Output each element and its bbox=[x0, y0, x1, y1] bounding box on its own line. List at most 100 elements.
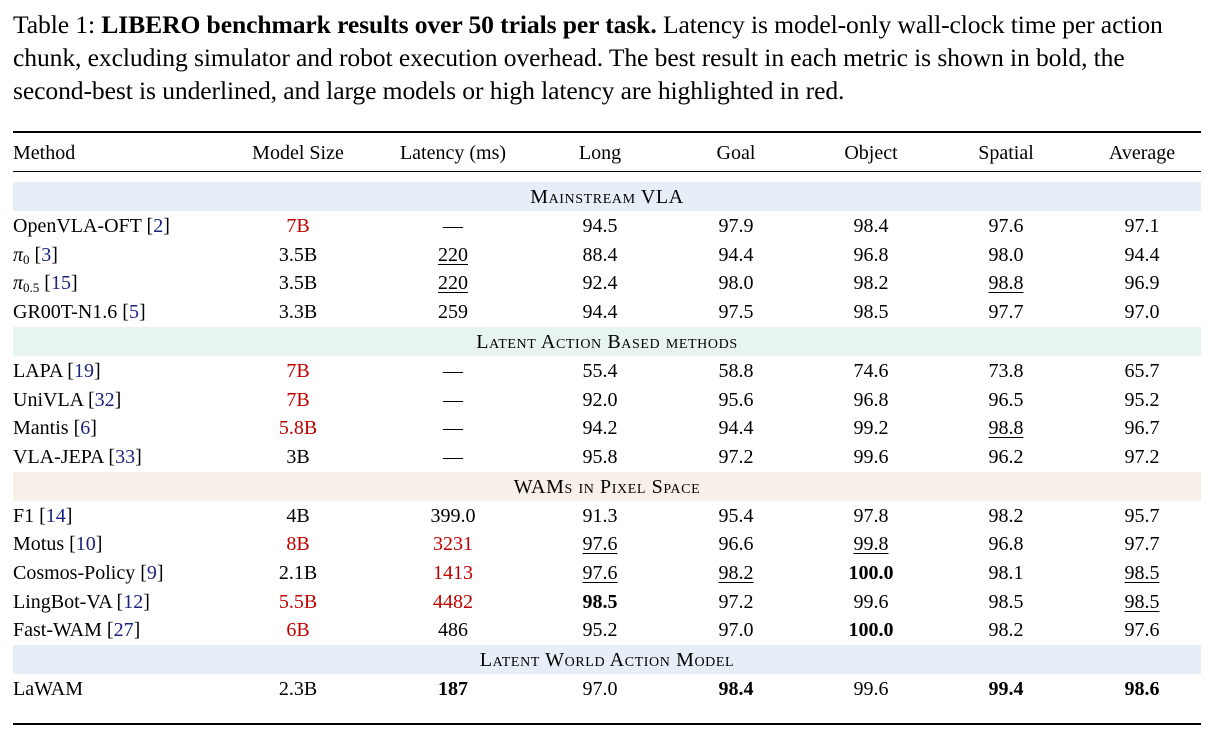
spatial-cell: 99.4 bbox=[988, 678, 1024, 701]
latency-cell: — bbox=[443, 417, 463, 440]
latency-cell: — bbox=[443, 388, 463, 411]
average-cell: 97.2 bbox=[1124, 445, 1160, 468]
spatial-cell: 98.2 bbox=[988, 504, 1024, 527]
column-header: Average bbox=[1108, 142, 1176, 164]
size-cell: 2.3B bbox=[278, 678, 318, 701]
average-cell: 98.6 bbox=[1124, 678, 1160, 701]
latency-cell: 220 bbox=[438, 243, 468, 266]
latency-cell: 399.0 bbox=[430, 504, 476, 527]
method-cell: Fast-WAM [27] bbox=[13, 619, 141, 642]
latency-cell: 4482 bbox=[433, 590, 473, 613]
citation-ref: 9 bbox=[146, 562, 157, 584]
method-cell: F1 [14] bbox=[13, 504, 73, 527]
method-cell: Cosmos-Policy [9] bbox=[13, 562, 164, 584]
goal-cell: 98.2 bbox=[718, 562, 754, 584]
object-cell: 96.8 bbox=[853, 243, 889, 266]
latency-cell: 3231 bbox=[433, 533, 473, 556]
latency-cell: — bbox=[443, 445, 463, 468]
section-band bbox=[13, 326, 1201, 356]
object-cell: 97.8 bbox=[853, 504, 889, 527]
average-cell: 96.9 bbox=[1124, 272, 1160, 295]
method-cell: GR00T-N1.6 [5] bbox=[13, 300, 146, 323]
spatial-cell: 98.5 bbox=[988, 590, 1024, 613]
spatial-cell: 73.8 bbox=[988, 359, 1024, 382]
method-name: UniVLA bbox=[13, 388, 83, 411]
table-rule-thick bbox=[13, 131, 1201, 133]
size-cell: 3.5B bbox=[278, 243, 318, 266]
object-cell: 74.6 bbox=[853, 359, 889, 382]
object-cell: 99.6 bbox=[853, 590, 889, 613]
method-name: LingBot-VA bbox=[13, 590, 112, 613]
method-name: Mantis bbox=[13, 417, 69, 440]
object-cell: 98.5 bbox=[853, 300, 889, 323]
method-cell: π0 [3] bbox=[13, 243, 58, 267]
citation-ref: 2 bbox=[153, 215, 164, 237]
column-header: Long bbox=[578, 142, 622, 164]
citation-ref: 10 bbox=[75, 533, 96, 556]
citation-ref: 14 bbox=[45, 504, 66, 527]
citation-ref: 27 bbox=[113, 619, 134, 642]
method-name: OpenVLA-OFT bbox=[13, 215, 142, 237]
method-cell: Motus [10] bbox=[13, 533, 103, 556]
object-cell: 99.6 bbox=[853, 445, 889, 468]
spatial-cell: 98.8 bbox=[988, 272, 1024, 295]
method-name: Motus bbox=[13, 533, 65, 556]
method-cell: LAPA [19] bbox=[13, 359, 101, 382]
spatial-cell: 98.0 bbox=[988, 243, 1024, 266]
average-cell: 94.4 bbox=[1124, 243, 1160, 266]
caption-label: Table 1: bbox=[13, 10, 95, 39]
spatial-cell: 98.1 bbox=[988, 562, 1024, 584]
goal-cell: 97.2 bbox=[718, 445, 754, 468]
section-band bbox=[13, 471, 1201, 501]
column-header: Object bbox=[844, 142, 898, 164]
citation-ref: 12 bbox=[123, 590, 144, 613]
column-header: Spatial bbox=[978, 142, 1034, 164]
average-cell: 98.5 bbox=[1124, 590, 1160, 613]
goal-cell: 58.8 bbox=[718, 359, 754, 382]
method-name: Fast-WAM bbox=[13, 619, 102, 642]
goal-cell: 94.4 bbox=[718, 243, 754, 266]
size-cell: 3.5B bbox=[278, 272, 318, 295]
spatial-cell: 98.8 bbox=[988, 417, 1024, 440]
method-cell: π0.5 [15] bbox=[13, 272, 78, 296]
object-cell: 98.2 bbox=[853, 272, 889, 295]
average-cell: 97.0 bbox=[1124, 300, 1160, 323]
goal-cell: 97.0 bbox=[718, 619, 754, 642]
average-cell: 96.7 bbox=[1124, 417, 1160, 440]
long-cell: 97.0 bbox=[582, 678, 618, 701]
size-cell: 7B bbox=[286, 388, 310, 411]
method-cell: OpenVLA-OFT [2] bbox=[13, 215, 170, 237]
long-cell: 94.2 bbox=[582, 417, 618, 440]
method-cell: Mantis [6] bbox=[13, 417, 97, 440]
object-cell: 100.0 bbox=[848, 619, 894, 642]
object-cell: 100.0 bbox=[848, 562, 894, 584]
latency-cell: — bbox=[443, 359, 463, 382]
average-cell: 97.7 bbox=[1124, 533, 1160, 556]
goal-cell: 97.9 bbox=[718, 215, 754, 237]
object-cell: 99.8 bbox=[853, 533, 889, 556]
citation-ref: 3 bbox=[41, 243, 52, 266]
long-cell: 94.5 bbox=[582, 215, 618, 237]
table-caption: Table 1: LIBERO benchmark results over 5… bbox=[13, 8, 1203, 107]
average-cell: 95.7 bbox=[1124, 504, 1160, 527]
object-cell: 96.8 bbox=[853, 388, 889, 411]
column-header: Model Size bbox=[252, 142, 344, 164]
method-name: LAPA bbox=[13, 359, 63, 382]
citation-ref: 15 bbox=[50, 272, 71, 295]
goal-cell: 96.6 bbox=[718, 533, 754, 556]
long-cell: 88.4 bbox=[582, 243, 618, 266]
size-cell: 5.8B bbox=[278, 417, 318, 440]
method-name: LaWAM bbox=[13, 678, 83, 701]
method-cell: LaWAM bbox=[13, 677, 83, 701]
average-cell: 97.6 bbox=[1124, 619, 1160, 642]
method-name: VLA-JEPA bbox=[13, 445, 104, 468]
method-cell: VLA-JEPA [33] bbox=[13, 445, 142, 468]
column-header: Method bbox=[13, 142, 76, 164]
long-cell: 95.8 bbox=[582, 445, 618, 468]
spatial-cell: 96.8 bbox=[988, 533, 1024, 556]
average-cell: 65.7 bbox=[1124, 359, 1160, 382]
size-cell: 6B bbox=[286, 619, 310, 642]
section-title: Mainstream VLA bbox=[530, 186, 684, 208]
average-cell: 98.5 bbox=[1124, 562, 1160, 584]
object-cell: 99.6 bbox=[853, 678, 889, 701]
